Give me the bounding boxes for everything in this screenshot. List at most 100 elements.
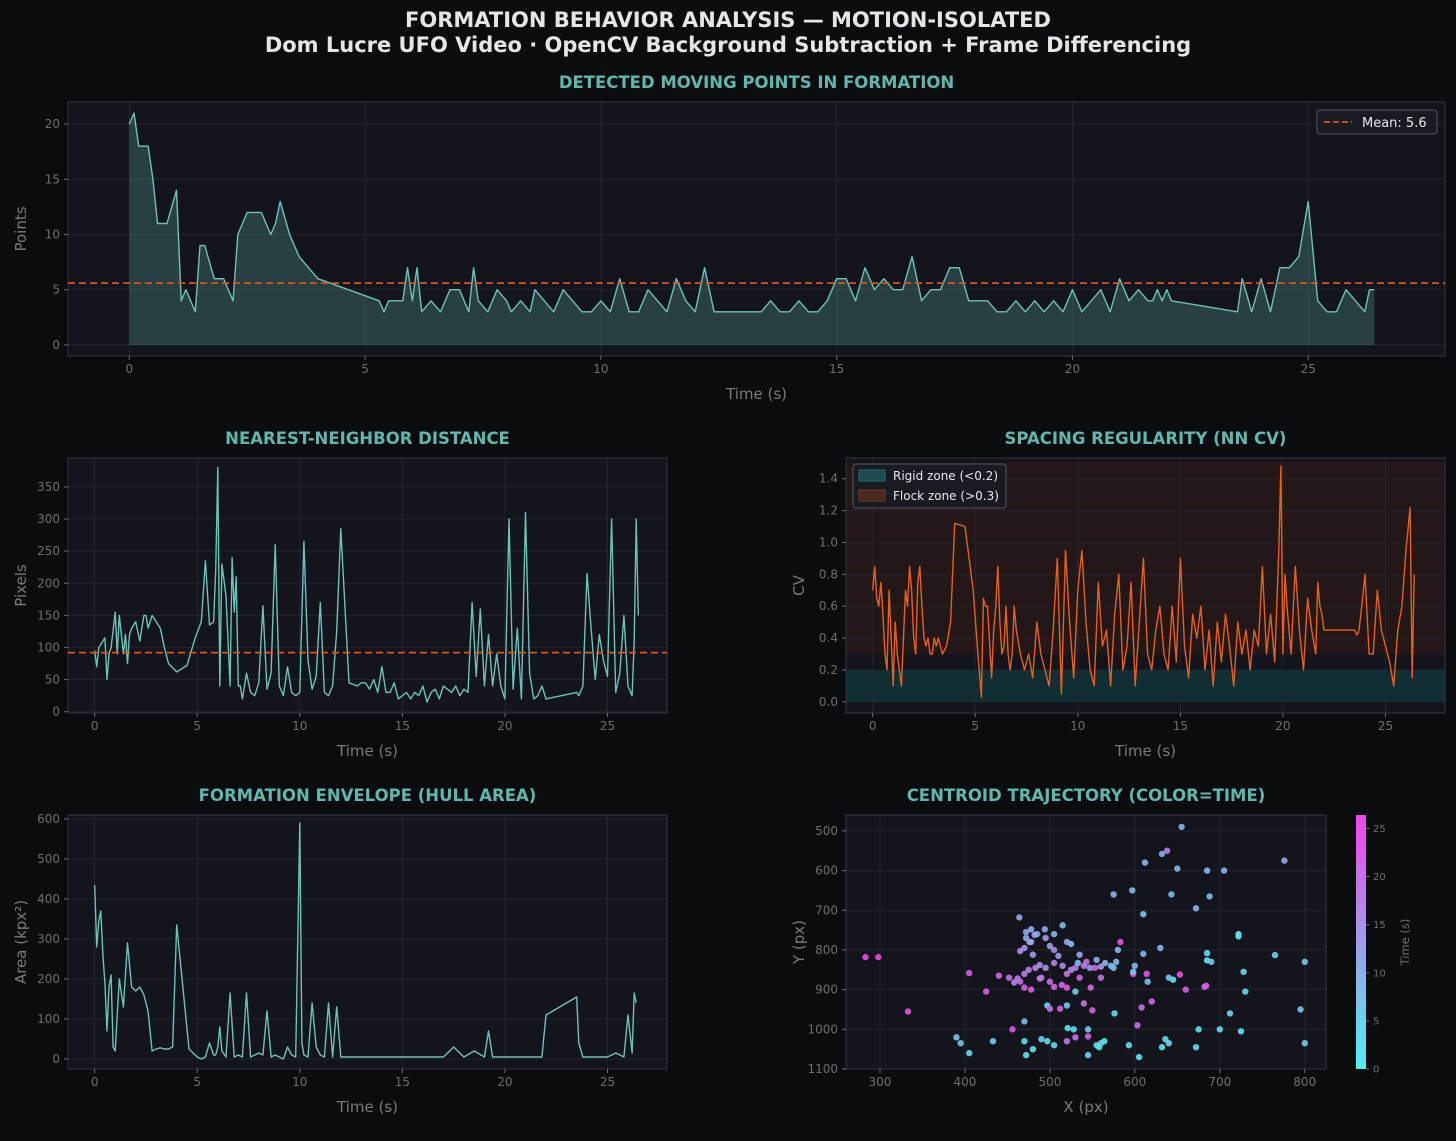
series-line: [94, 822, 637, 1060]
scatter-point: [1050, 946, 1058, 954]
x-tick-label: 600: [1123, 1075, 1146, 1089]
y-tick-label: 5: [52, 283, 60, 297]
scatter-point: [1036, 975, 1043, 982]
y-tick-label: 800: [815, 943, 838, 957]
scatter-point: [1206, 893, 1213, 900]
scatter-point: [1067, 940, 1075, 948]
scatter-point: [1158, 1044, 1166, 1051]
scatter-point: [1080, 962, 1088, 969]
scatter-point: [1097, 963, 1105, 970]
scatter-point: [1038, 1036, 1045, 1043]
scatter-point: [1022, 928, 1030, 936]
y-tick-label: 50: [45, 673, 60, 687]
x-tick-label: 15: [395, 1075, 410, 1089]
x-tick-label: 300: [869, 1075, 892, 1089]
x-tick-label: 0: [869, 719, 877, 733]
y-tick-label: 100: [37, 640, 60, 654]
scatter-point: [1032, 964, 1039, 971]
scatter-point: [1237, 1028, 1245, 1035]
scatter-point: [1125, 1042, 1133, 1049]
x-axis-label: Time (s): [336, 1098, 398, 1116]
scatter-point: [1157, 944, 1164, 952]
y-tick-label: 0: [52, 1052, 60, 1066]
y-tick-label: 1.4: [819, 472, 838, 486]
chart-points: 0 5 10 15 20 25 0 5 10 15 20 DETECTED MOVING POINTS…: [12, 73, 1446, 403]
x-tick-label: 5: [193, 719, 201, 733]
chart-title: CENTROID TRAJECTORY (COLOR=TIME): [907, 786, 1266, 805]
scatter-point: [966, 969, 973, 977]
y-tick-label: 0.0: [819, 695, 838, 709]
legend-swatch: [858, 469, 886, 482]
scatter-point: [1029, 1046, 1037, 1053]
x-tick-label: 400: [953, 1075, 976, 1089]
colorbar-tick-label: 0: [1373, 1065, 1379, 1076]
y-tick-label: 300: [37, 512, 60, 526]
y-tick-label: 700: [815, 903, 838, 917]
colorbar-tick-label: 20: [1373, 872, 1386, 883]
colorbar-tick-label: 25: [1373, 824, 1386, 835]
scatter-point: [1117, 938, 1124, 946]
scatter-point: [1178, 823, 1185, 831]
scatter-point: [1174, 865, 1181, 872]
y-tick-label: 150: [37, 608, 60, 622]
scatter-point: [1297, 1006, 1304, 1013]
x-tick-label: 0: [91, 719, 99, 733]
scatter-point: [1031, 931, 1038, 939]
scatter-point: [1129, 887, 1136, 894]
x-tick-label: 20: [497, 1075, 512, 1089]
y-axis-label: Y (px): [790, 920, 808, 965]
chart-title: DETECTED MOVING POINTS IN FORMATION: [559, 73, 954, 92]
scatter-point: [1176, 971, 1184, 978]
scatter-point: [1059, 922, 1066, 929]
x-tick-label: 5: [971, 719, 979, 733]
y-tick-label: 1100: [807, 1062, 838, 1076]
y-tick-label: 1.2: [819, 504, 838, 518]
x-tick-label: 25: [1301, 362, 1316, 376]
scatter-point: [1140, 911, 1147, 918]
chart-title: NEAREST-NEIGHBOR DISTANCE: [225, 429, 510, 448]
x-tick-label: 0: [91, 1075, 99, 1089]
scatter-point: [1050, 959, 1058, 967]
scatter-point: [1203, 982, 1210, 989]
area-fill: [129, 113, 1375, 345]
legend-box: [852, 463, 1007, 509]
x-axis-label: Time (s): [725, 385, 787, 403]
scatter-point: [1131, 962, 1139, 969]
scatter-point: [1144, 978, 1151, 985]
scatter-point: [1096, 1044, 1103, 1051]
rigid-zone-band: [846, 669, 1445, 702]
scatter-point: [1046, 1005, 1054, 1012]
scatter-point: [1084, 1026, 1092, 1033]
scatter-point: [1022, 1051, 1030, 1059]
scatter-point: [1021, 944, 1028, 952]
x-tick-label: 20: [1065, 362, 1080, 376]
series-line: [128, 112, 1375, 313]
legend-label: Flock zone (>0.3): [893, 489, 999, 503]
plot-area: [68, 815, 667, 1069]
scatter-point: [1064, 1024, 1071, 1032]
scatter-point: [1046, 978, 1054, 985]
plot-area: [68, 458, 667, 713]
scatter-point: [1059, 962, 1066, 969]
series-line: [94, 466, 639, 703]
scatter-point: [1111, 1010, 1118, 1017]
scatter-point: [1195, 1026, 1202, 1033]
y-tick-label: 400: [37, 892, 60, 906]
scatter-point: [1135, 1053, 1143, 1061]
x-tick-label: 10: [292, 1075, 307, 1089]
scatter-point: [1086, 964, 1094, 971]
x-axis-label: Time (s): [1114, 742, 1176, 760]
scatter-point: [1271, 951, 1279, 959]
scatter-point: [1063, 1038, 1071, 1045]
scatter-point: [1097, 974, 1105, 981]
scatter-point: [989, 1038, 997, 1045]
legend-label: Mean: 5.6: [1362, 116, 1427, 131]
x-tick-label: 5: [361, 362, 369, 376]
chart-hull: 0 5 10 15 20 25 0 100 200 300 400 500 600 FORMATION E…: [12, 786, 668, 1116]
scatter-point: [1014, 975, 1021, 982]
scatter-point: [1021, 984, 1028, 991]
scatter-point: [1041, 926, 1049, 933]
x-tick-label: 500: [1038, 1075, 1061, 1089]
scatter-point: [1091, 964, 1099, 971]
scatter-point: [1101, 1038, 1108, 1045]
